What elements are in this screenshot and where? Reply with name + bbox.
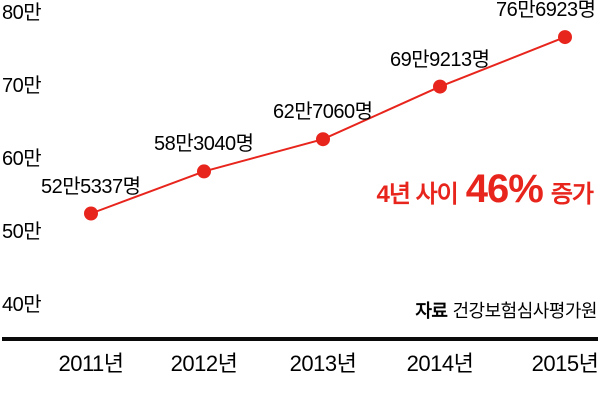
- data-point-dot: [558, 30, 572, 45]
- source-label: 자료: [415, 301, 448, 321]
- x-axis-tick-label: 2013년: [289, 351, 357, 376]
- source-text: 건강보험심사평가원: [452, 301, 597, 321]
- y-axis-tick-label: 60만: [2, 148, 42, 170]
- data-point-label: 76만6923명: [496, 0, 596, 21]
- x-axis-tick-label: 2012년: [170, 351, 238, 376]
- annotation-prefix: 4년 사이: [376, 181, 459, 208]
- data-point-label: 69만9213명: [390, 49, 490, 71]
- growth-annotation: 4년 사이 46% 증가: [376, 167, 595, 212]
- data-point-dot: [197, 164, 211, 179]
- data-point-dot: [433, 79, 447, 94]
- annotation-suffix: 증가: [550, 181, 594, 208]
- annotation-highlight: 46%: [465, 167, 544, 211]
- x-axis-tick-label: 2014년: [406, 351, 474, 376]
- y-axis-tick-label: 80만: [2, 2, 42, 24]
- data-point-dot: [84, 206, 98, 221]
- data-point-label: 58만3040명: [154, 133, 254, 155]
- y-axis-tick-label: 40만: [2, 294, 42, 316]
- data-point-label: 62만7060명: [273, 101, 373, 123]
- x-axis-tick-label: 2011년: [58, 351, 124, 376]
- source-note: 자료 건강보험심사평가원: [415, 297, 597, 323]
- data-point-dot: [316, 132, 330, 147]
- data-point-label: 52만5337명: [41, 176, 141, 198]
- x-axis-line: [2, 337, 598, 341]
- y-axis-tick-label: 70만: [2, 75, 42, 97]
- x-axis-tick-label: 2015년: [531, 351, 599, 376]
- y-axis-tick-label: 50만: [2, 221, 42, 243]
